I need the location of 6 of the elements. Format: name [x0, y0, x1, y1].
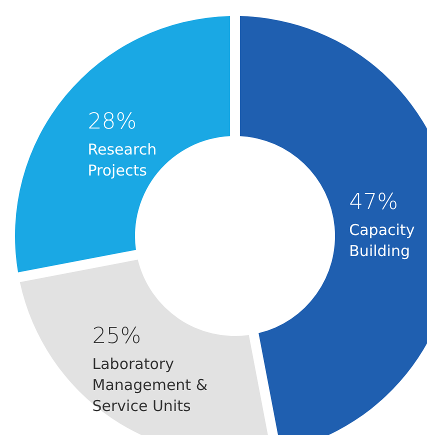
slice-label: Capacity Building	[349, 221, 415, 260]
data-label: 25%	[92, 324, 142, 350]
slice-label: Laboratory Management & Service Units	[92, 355, 208, 416]
slice-label: Research Projects	[88, 140, 157, 180]
data-label: 28%	[88, 110, 137, 135]
data-label: 47%	[349, 190, 398, 216]
